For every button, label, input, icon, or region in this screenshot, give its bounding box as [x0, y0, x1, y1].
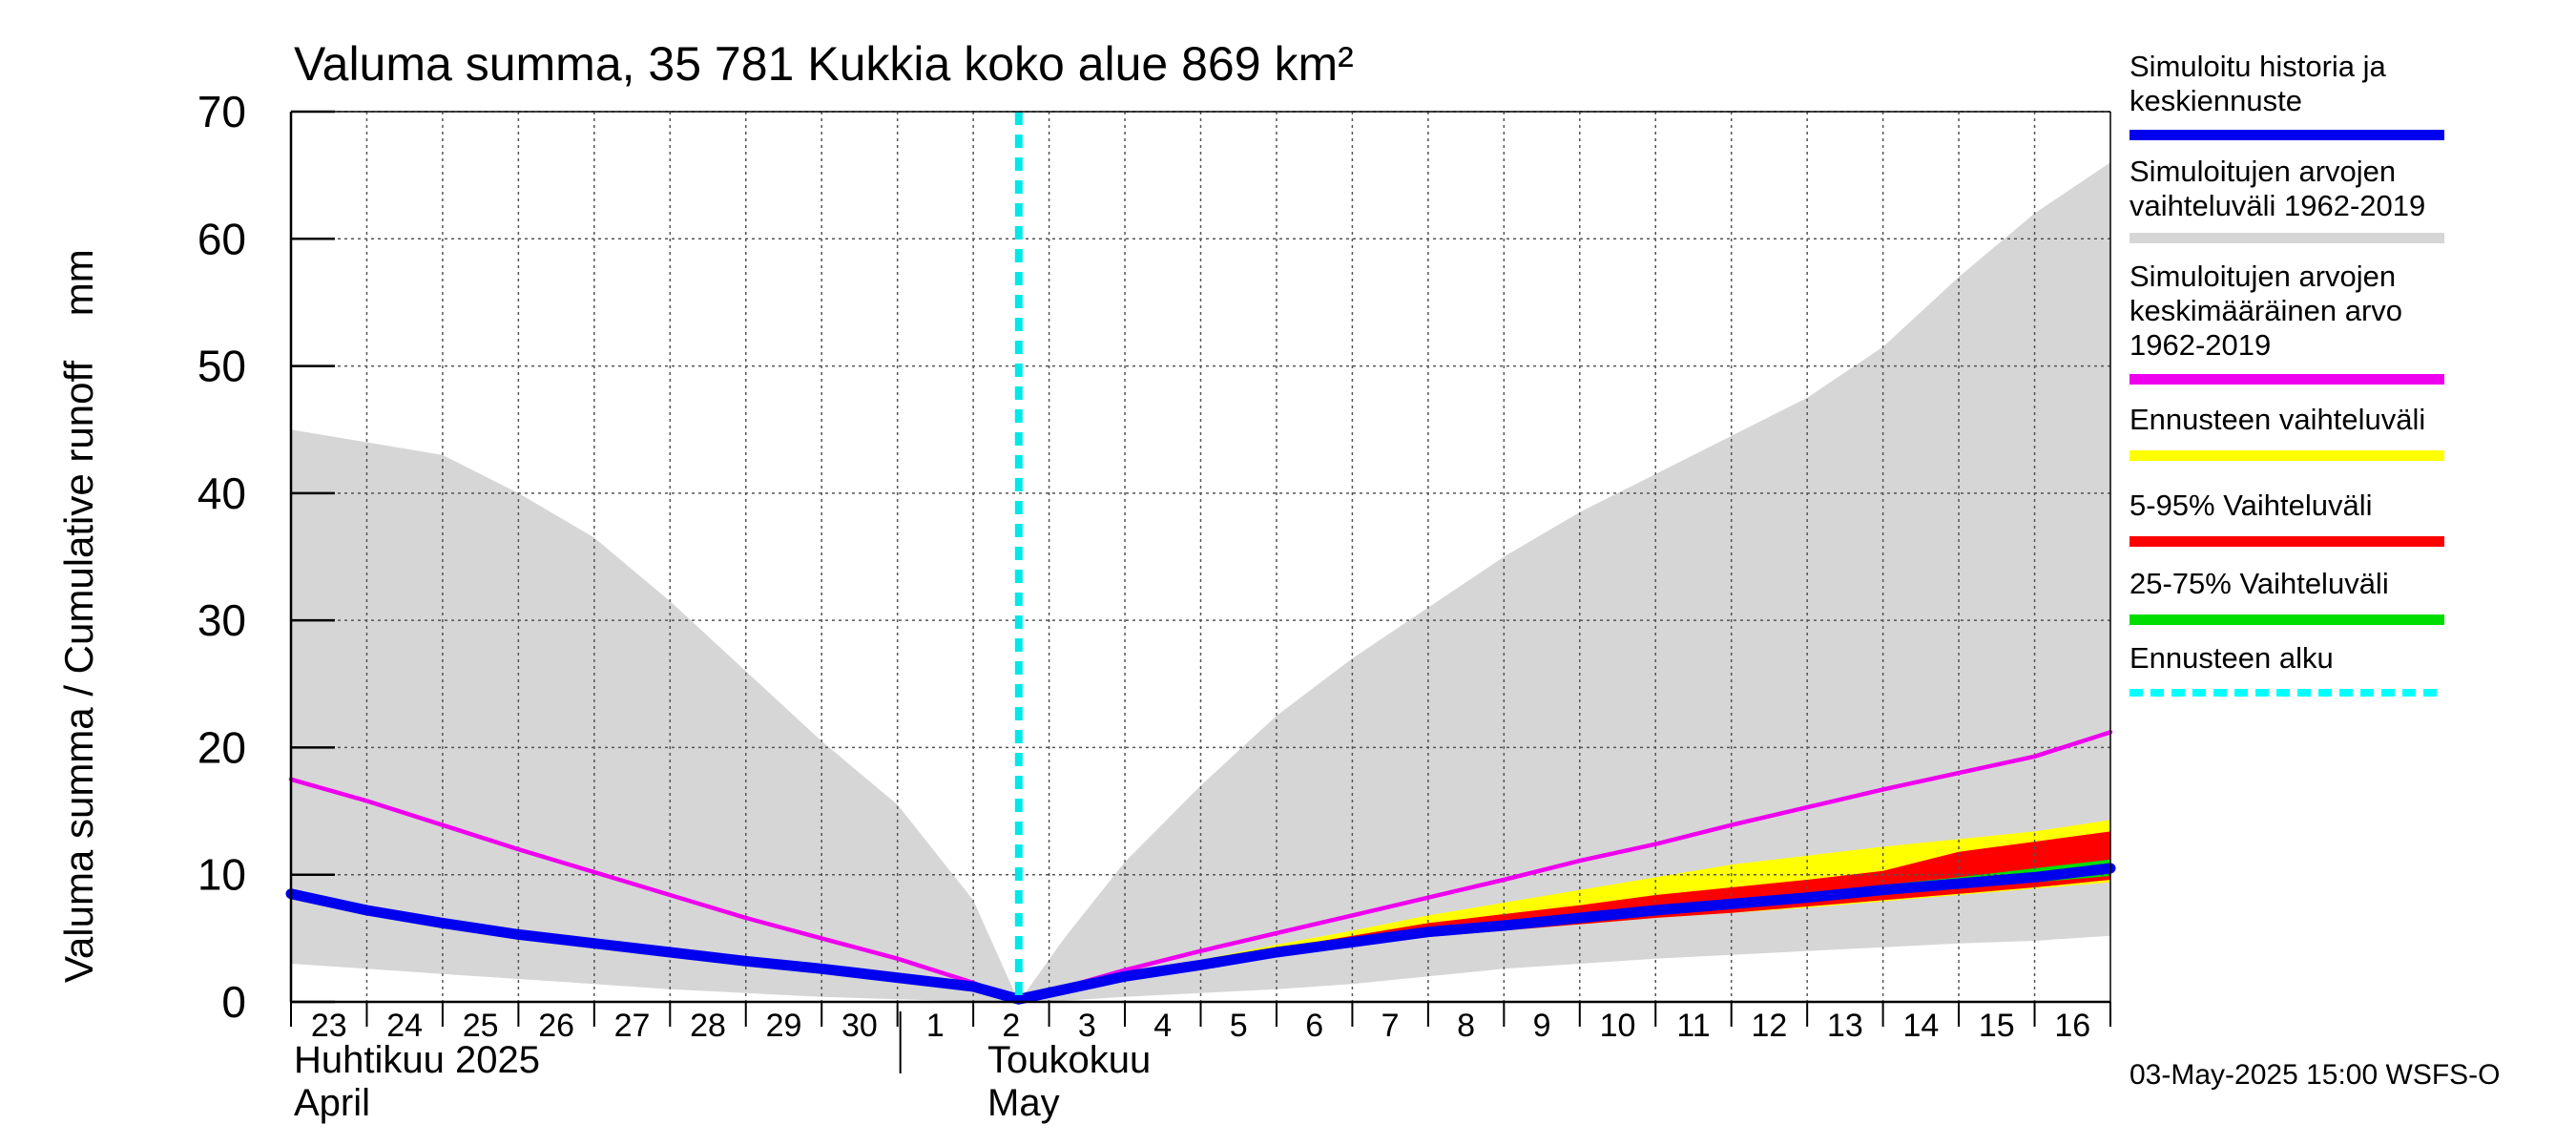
series-line-mean-forecast: [285, 863, 2116, 1005]
x-tick-label: 3: [1078, 1008, 1096, 1044]
x-tick-label: 1: [926, 1008, 945, 1044]
x-tick-label: 5: [1230, 1008, 1248, 1044]
x-tick-label: 24: [386, 1008, 423, 1044]
legend-label: Ennusteen alku: [2129, 641, 2334, 675]
x-tick-label: 14: [1902, 1008, 1939, 1044]
legend-item: Simuloitujen arvojen vaihteluväli 1962-2…: [2129, 155, 2530, 243]
legend-swatch: [2129, 130, 2444, 140]
month-label-english: April: [294, 1082, 370, 1124]
legend-swatch: [2129, 536, 2444, 547]
y-tick-label: 70: [197, 87, 246, 136]
y-axis-label: Valuma summa / Cumulative runoff mm: [56, 249, 101, 983]
x-tick-label: 29: [766, 1008, 802, 1044]
y-tick-label: 60: [197, 214, 246, 263]
x-tick-label: 8: [1457, 1008, 1475, 1044]
legend-item: Simuloitu historia ja keskiennuste: [2129, 50, 2530, 140]
x-tick-label: 25: [463, 1008, 499, 1044]
series-line-historical-mean: [288, 730, 2113, 1005]
x-tick-label: 23: [311, 1008, 347, 1044]
x-tick-label: 26: [538, 1008, 574, 1044]
legend-swatch: [2129, 233, 2444, 243]
x-tick-label: 13: [1827, 1008, 1863, 1044]
month-label-english: May: [987, 1082, 1060, 1124]
legend-label: 5-95% Vaihteluväli: [2129, 489, 2373, 522]
y-tick-label: 20: [197, 722, 246, 772]
x-tick-label: 10: [1600, 1008, 1636, 1044]
legend-label: Simuloitujen arvojen vaihteluväli 1962-2…: [2129, 155, 2426, 222]
y-tick-label: 10: [197, 850, 246, 900]
y-tick-label: 40: [197, 468, 246, 518]
x-tick-label: 7: [1381, 1008, 1400, 1044]
legend-item: Ennusteen alku: [2129, 641, 2530, 697]
legend-item: 25-75% Vaihteluväli: [2129, 567, 2530, 625]
x-tick-label: 9: [1533, 1008, 1551, 1044]
y-tick-label: 30: [197, 595, 246, 645]
legend-item: 5-95% Vaihteluväli: [2129, 489, 2530, 547]
x-tick-label: 28: [690, 1008, 726, 1044]
band-layer: [291, 162, 2110, 1003]
month-label-finnish: Toukokuu: [987, 1039, 1151, 1081]
band-simuloitujen-arvojen-vaihteluv-li-1962-2019: [291, 162, 2110, 1003]
legend-swatch: [2129, 689, 2444, 697]
x-tick-label: 27: [614, 1008, 651, 1044]
legend-swatch: [2129, 374, 2444, 385]
timestamp-footer: 03-May-2025 15:00 WSFS-O: [2129, 1059, 2501, 1091]
legend-item: Simuloitujen arvojen keskimääräinen arvo…: [2129, 260, 2530, 385]
y-tick-label: 0: [221, 977, 246, 1027]
legend-item: Ennusteen vaihteluväli: [2129, 403, 2530, 461]
x-tick-label: 11: [1676, 1008, 1710, 1044]
legend-swatch: [2129, 614, 2444, 625]
legend-label: Simuloitujen arvojen keskimääräinen arvo…: [2129, 260, 2403, 362]
legend-swatch: [2129, 450, 2444, 461]
x-tick-label: 2: [1002, 1008, 1020, 1044]
chart-title: Valuma summa, 35 781 Kukkia koko alue 86…: [294, 37, 1354, 91]
legend-label: Ennusteen vaihteluväli: [2129, 403, 2426, 436]
legend-label: 25-75% Vaihteluväli: [2129, 567, 2389, 600]
line-layer: [285, 112, 2116, 1005]
x-tick-label: 12: [1752, 1008, 1788, 1044]
legend-label: Simuloitu historia ja keskiennuste: [2129, 50, 2386, 117]
x-tick-label: 6: [1305, 1008, 1323, 1044]
y-tick-label: 50: [197, 342, 246, 391]
x-tick-label: 16: [2054, 1008, 2090, 1044]
x-tick-label: 30: [841, 1008, 878, 1044]
month-label-finnish: Huhtikuu 2025: [294, 1039, 540, 1081]
x-tick-label: 4: [1153, 1008, 1172, 1044]
grid-layer: [291, 111, 2110, 1002]
x-tick-label: 15: [1979, 1008, 2015, 1044]
